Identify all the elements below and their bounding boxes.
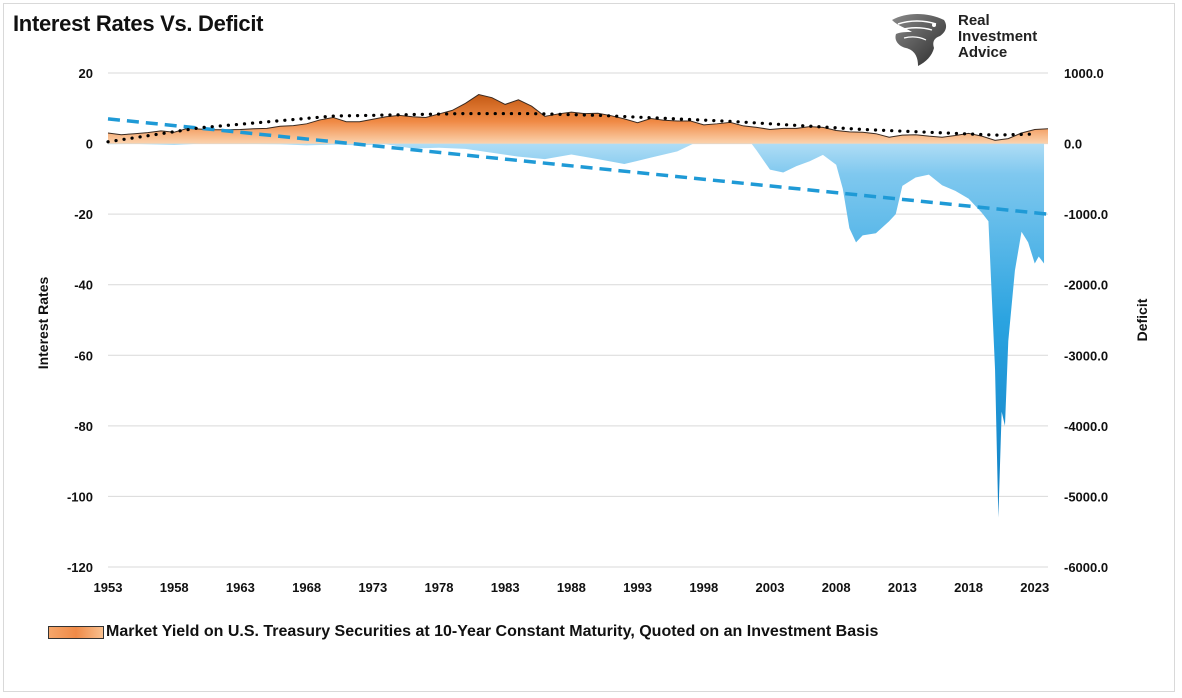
series-areas [107, 93, 1049, 518]
y-tick-right-7: -6000.0 [1064, 560, 1108, 575]
y-tick-right-4: -3000.0 [1064, 348, 1108, 363]
x-tick-6: 1983 [491, 580, 520, 595]
deficit-area [108, 127, 1045, 518]
deficit-trend-line [107, 117, 1049, 216]
gridlines [108, 72, 1048, 568]
x-tick-2: 1963 [226, 580, 255, 595]
x-tick-9: 1998 [689, 580, 718, 595]
legend: Market Yield on U.S. Treasury Securities… [48, 622, 878, 642]
eagle-head-icon [892, 14, 947, 66]
x-tick-1: 1958 [160, 580, 189, 595]
y-tick-left-4: -60 [74, 348, 93, 363]
axis-ticks: 20 0 -20 -40 -60 -80 -100 -120 1000.0 0.0 -1000.0 -… [67, 66, 1108, 595]
logo-text: Real Investment Advice [958, 13, 1037, 61]
y-tick-right-3: -2000.0 [1064, 278, 1108, 293]
y-tick-left-1: 0 [86, 137, 93, 152]
y-tick-left-3: -40 [74, 278, 93, 293]
x-tick-11: 2008 [822, 580, 851, 595]
interest-rate-outline [107, 93, 1049, 141]
y-tick-left-2: -20 [74, 207, 93, 222]
y-tick-left-6: -100 [67, 489, 93, 504]
x-tick-14: 2023 [1020, 580, 1049, 595]
y-axis-right-label: Deficit [1134, 298, 1150, 341]
interest-rate-area [108, 94, 1048, 144]
y-tick-right-0: 1000.0 [1064, 66, 1104, 81]
logo-line-2: Investment [958, 28, 1038, 45]
y-tick-right-5: -4000.0 [1064, 419, 1108, 434]
y-tick-left-5: -80 [74, 419, 93, 434]
x-tick-4: 1973 [358, 580, 387, 595]
y-tick-left-0: 20 [79, 66, 93, 81]
logo-line-3: Advice [958, 44, 1008, 61]
y-tick-right-2: -1000.0 [1064, 207, 1108, 222]
x-tick-7: 1988 [557, 580, 586, 595]
x-tick-13: 2018 [954, 580, 983, 595]
y-tick-right-1: 0.0 [1064, 137, 1082, 152]
legend-label-yield: Market Yield on U.S. Treasury Securities… [106, 623, 879, 640]
x-tick-5: 1978 [425, 580, 454, 595]
logo: Real Investment Advice [888, 10, 1068, 68]
x-tick-3: 1968 [292, 580, 321, 595]
x-tick-12: 2013 [888, 580, 917, 595]
x-tick-10: 2003 [756, 580, 785, 595]
x-tick-0: 1953 [94, 580, 123, 595]
legend-swatch-yield [48, 625, 104, 639]
y-tick-left-7: -120 [67, 560, 93, 575]
y-tick-right-6: -5000.0 [1064, 489, 1108, 504]
chart-title: Interest Rates Vs. Deficit [13, 11, 264, 36]
logo-line-1: Real [958, 12, 990, 29]
trend-lines [106, 111, 1049, 216]
x-tick-8: 1993 [623, 580, 652, 595]
y-axis-left-label: Interest Rates [35, 276, 51, 369]
